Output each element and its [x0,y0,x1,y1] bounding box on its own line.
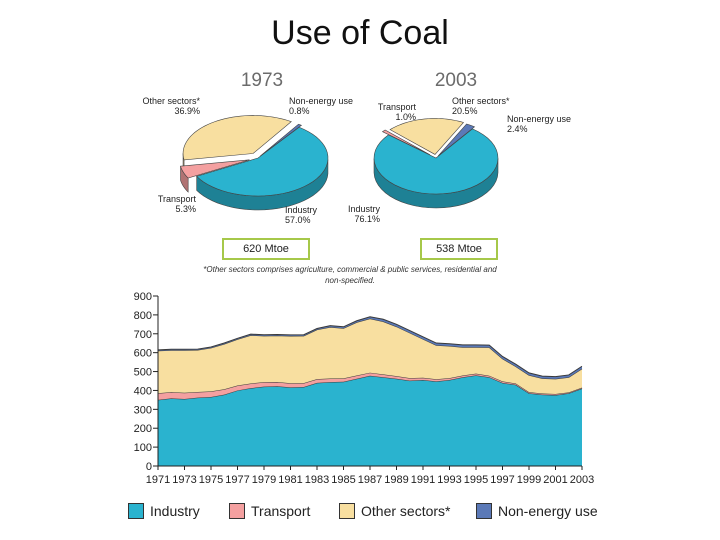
area-series-other-sectors [158,318,582,395]
y-tick-label-300: 300 [134,404,152,416]
pie-value-transport-1973: 5.3% [175,204,196,214]
x-tick-label-1997: 1997 [490,474,514,486]
pie-value-industry-1973: 57.0% [285,215,311,225]
y-tick-label-700: 700 [134,329,152,341]
legend-item-other-sectors: Other sectors* [339,498,450,524]
pie-slice-other-sectors-2003 [389,118,465,155]
x-tick-label-1999: 1999 [517,474,541,486]
pie-label-transport-2003: Transport [378,102,417,112]
x-tick-label-2003: 2003 [570,474,594,486]
x-tick-label-1975: 1975 [199,474,223,486]
legend-item-transport: Transport [229,498,310,524]
area-edge-non-energy-use [157,316,583,378]
pie-slice-industry-2003 [373,128,499,209]
y-tick-label-900: 900 [134,291,152,303]
x-tick-label-1989: 1989 [384,474,408,486]
area-edge-other-sectors [157,318,583,380]
pie-value-non-energy-use-1973: 0.8% [289,106,310,116]
legend-swatch-industry [128,503,144,519]
x-tick-label-1985: 1985 [331,474,355,486]
pie-slice-non-energy-use-1973 [260,123,303,157]
pie-label-industry-2003: Industry [348,204,381,214]
pie-label-industry-1973: Industry [285,205,318,215]
pie-total-2003: 538 Mtoe [420,238,498,260]
x-tick-label-1981: 1981 [278,474,302,486]
legend-label-industry: Industry [150,503,200,519]
legend-swatch-non-energy-use [476,503,492,519]
footnote: *Other sectors comprises agriculture, co… [203,265,497,285]
pie-label-other-sectors-2003: Other sectors* [452,96,510,106]
y-tick-label-500: 500 [134,367,152,379]
pie-year-2003: 2003 [435,70,477,91]
legend-item-industry: Industry [128,498,200,524]
area-chart: 0 100 200 300 400 500 600 700 800 900 1971 1973 1975… [134,291,595,486]
pie-value-industry-2003: 76.1% [354,214,380,224]
area-series-transport [158,372,582,400]
legend-swatch-other-sectors [339,503,355,519]
pie-total-1973: 620 Mtoe [222,238,310,260]
x-tick-label-1979: 1979 [252,474,276,486]
x-tick-label-1983: 1983 [305,474,329,486]
area-series-group [157,316,583,466]
x-tick-label-1993: 1993 [437,474,461,486]
y-tick-label-200: 200 [134,423,152,435]
legend-label-transport: Transport [251,503,311,519]
y-tick-label-800: 800 [134,310,152,322]
pie-value-other-sectors-2003: 20.5% [452,106,478,116]
x-tick-label-2001: 2001 [543,474,567,486]
legend-label-other-sectors: Other sectors* [361,503,451,519]
pie-label-transport-1973: Transport [158,194,197,204]
x-tick-label-1995: 1995 [464,474,488,486]
pie-label-non-energy-use-2003: Non-energy use [507,114,571,124]
pie-slice-transport-2003 [381,129,431,156]
legend-swatch-transport [229,503,245,519]
pie-label-non-energy-use-1973: Non-energy use [289,96,353,106]
pie-label-other-sectors-1973: Other sectors* [142,96,200,106]
x-tick-label-1973: 1973 [172,474,196,486]
x-tick-label-1971: 1971 [146,474,170,486]
area-series-industry [158,375,582,466]
y-tick-label-600: 600 [134,348,152,360]
pie-slice-non-energy-use-2003 [437,123,476,157]
pie-value-non-energy-use-2003: 2.4% [507,124,528,134]
pie-value-other-sectors-1973: 36.9% [174,106,200,116]
legend: Industry Transport Other sectors* Non-en… [0,498,720,524]
pie-value-transport-2003: 1.0% [395,112,416,122]
x-tick-label-1987: 1987 [358,474,382,486]
x-tick-label-1991: 1991 [411,474,435,486]
y-tick-label-400: 400 [134,385,152,397]
chart-title: Use of Coal [271,14,449,52]
legend-item-non-energy-use: Non-energy use [476,498,598,524]
pie-year-1973: 1973 [241,70,283,91]
x-tick-label-1977: 1977 [225,474,249,486]
y-tick-label-0: 0 [146,461,152,473]
pie-slice-transport-1973 [180,159,250,193]
y-tick-label-100: 100 [134,442,152,454]
legend-label-non-energy-use: Non-energy use [498,503,598,519]
pie-slice-industry-1973 [196,126,329,211]
